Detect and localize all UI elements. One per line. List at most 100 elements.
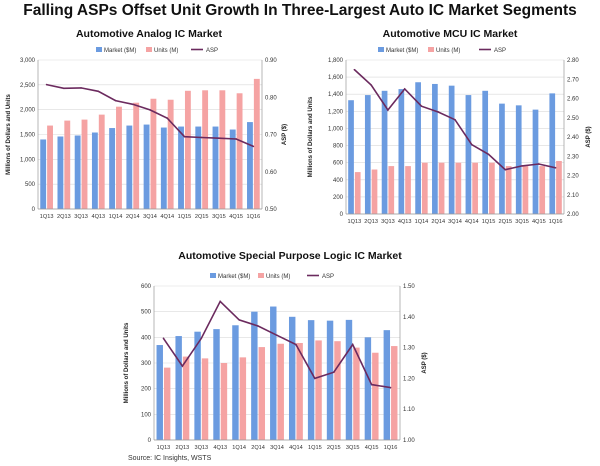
- spl-asp-point-9: [332, 371, 335, 374]
- mcu-y2-tick-6: 2.60: [567, 97, 579, 103]
- mcu-bar-units-10: [522, 166, 529, 214]
- spl-x-tick-7: 4Q14: [289, 445, 303, 451]
- spl-bar-units-2: [201, 358, 209, 440]
- analog-x-tick-1: 2Q13: [57, 214, 71, 220]
- spl-legend-swatch-1: [258, 273, 264, 278]
- mcu-bar-units-2: [388, 166, 395, 214]
- analog-asp-point-3: [97, 90, 100, 93]
- analog-bar-market-1: [57, 136, 64, 209]
- analog-x-tick-12: 1Q16: [247, 214, 261, 220]
- spl-asp-point-7: [295, 343, 297, 346]
- mcu-bar-market-7: [465, 95, 472, 214]
- spl-bar-market-0: [156, 345, 163, 440]
- mcu-legend-swatch-0: [378, 47, 384, 52]
- analog-bar-units-0: [47, 125, 53, 209]
- spl-bar-market-3: [213, 329, 220, 440]
- analog-bar-units-12: [253, 78, 260, 209]
- mcu-y2-axis-label: ASP ($): [586, 126, 592, 147]
- analog-asp-point-8: [183, 135, 186, 138]
- analog-asp-point-9: [200, 136, 203, 139]
- mcu-y2-tick-8: 2.80: [567, 58, 579, 64]
- spl-legend-label-1: Units (M): [266, 274, 290, 280]
- spl-asp-point-8: [314, 377, 316, 380]
- spl-bar-units-4: [239, 357, 247, 440]
- analog-chart-panel: Automotive Analog IC Market Market ($M) Un…: [4, 26, 294, 241]
- spl-bar-units-10: [353, 347, 360, 440]
- spl-bar-market-9: [326, 320, 334, 440]
- spl-x-tick-8: 1Q15: [308, 445, 322, 451]
- mcu-asp-point-5: [437, 111, 440, 113]
- analog-bar-market-9: [195, 126, 202, 209]
- analog-asp-point-10: [218, 137, 220, 140]
- analog-asp-point-7: [166, 117, 169, 119]
- mcu-legend-label-1: Units (M): [436, 48, 460, 54]
- mcu-y2-tick-7: 2.70: [567, 77, 579, 83]
- analog-asp-point-2: [80, 87, 82, 89]
- spl-asp-point-5: [257, 325, 259, 327]
- mcu-bar-units-9: [505, 166, 512, 214]
- mcu-y-tick-8: 1,600: [328, 75, 344, 81]
- spl-asp-point-12: [389, 386, 392, 389]
- analog-bar-units-11: [236, 93, 243, 209]
- mcu-x-tick-11: 4Q15: [532, 219, 546, 225]
- analog-legend-label-1: Units (M): [154, 48, 178, 54]
- mcu-asp-point-12: [554, 167, 557, 169]
- mcu-asp-point-2: [387, 109, 389, 111]
- special-purpose-logic-chart-panel: Automotive Special Purpose Logic IC Mark…: [120, 248, 460, 456]
- analog-x-tick-7: 4Q14: [160, 214, 174, 220]
- spl-y2-tick-3: 1.30: [403, 346, 415, 352]
- analog-x-tick-10: 3Q15: [212, 214, 226, 220]
- analog-y2-tick-4: 0.90: [265, 58, 277, 64]
- mcu-bar-units-1: [371, 169, 378, 214]
- mcu-legend-label-0: Market ($M): [386, 48, 418, 54]
- analog-bar-market-10: [212, 126, 219, 209]
- analog-chart: Automotive Analog IC Market Market ($M) Un…: [6, 28, 288, 220]
- mcu-x-tick-8: 1Q15: [482, 219, 496, 225]
- mcu-x-tick-9: 2Q15: [498, 219, 512, 225]
- mcu-legend-label-2: ASP: [494, 48, 506, 54]
- mcu-x-tick-5: 2Q14: [431, 219, 445, 225]
- mcu-bar-market-9: [499, 103, 505, 214]
- analog-bar-market-11: [229, 129, 236, 209]
- spl-legend-swatch-0: [210, 273, 216, 278]
- analog-y-tick-5: 2,500: [20, 83, 36, 89]
- mcu-x-tick-7: 4Q14: [465, 219, 479, 225]
- mcu-asp-point-10: [521, 165, 523, 167]
- spl-bar-market-2: [194, 331, 201, 440]
- mcu-bar-market-12: [549, 93, 556, 214]
- mcu-asp-point-6: [454, 118, 456, 121]
- spl-bar-units-1: [182, 356, 190, 440]
- spl-y-tick-2: 200: [141, 387, 152, 393]
- mcu-y-tick-9: 1,800: [328, 58, 344, 64]
- spl-legend-label-0: Market ($M): [218, 274, 250, 280]
- mcu-y-tick-6: 1,200: [328, 109, 344, 115]
- spl-asp-point-11: [370, 383, 373, 386]
- mcu-bar-market-3: [398, 89, 405, 214]
- spl-x-tick-6: 3Q14: [270, 445, 284, 451]
- analog-y2-tick-3: 0.80: [265, 95, 277, 101]
- mcu-x-tick-3: 4Q13: [398, 219, 412, 225]
- spl-bar-market-7: [288, 316, 296, 440]
- mcu-y-tick-4: 800: [333, 144, 344, 150]
- analog-y2-tick-0: 0.50: [265, 207, 277, 213]
- spl-x-tick-0: 1Q13: [157, 445, 171, 451]
- analog-y2-tick-1: 0.60: [265, 170, 277, 176]
- analog-bar-units-4: [116, 106, 122, 209]
- mcu-asp-point-11: [538, 163, 540, 165]
- mcu-y-tick-0: 0: [340, 212, 344, 218]
- mcu-y-tick-1: 200: [333, 195, 344, 201]
- spl-bar-units-9: [334, 341, 341, 440]
- mcu-bar-market-10: [515, 105, 522, 214]
- analog-x-tick-6: 3Q14: [143, 214, 157, 220]
- mcu-y-axis-label: Millions of Dollars and Units: [308, 96, 314, 177]
- spl-y2-tick-4: 1.40: [403, 315, 415, 321]
- spl-asp-point-1: [181, 365, 184, 367]
- analog-y-tick-2: 1,000: [20, 157, 36, 163]
- mcu-bar-market-6: [448, 85, 455, 214]
- spl-bar-units-8: [315, 340, 322, 440]
- analog-asp-point-5: [131, 103, 134, 106]
- mcu-bar-market-0: [348, 100, 354, 214]
- mcu-bar-units-5: [438, 162, 445, 214]
- mcu-chart: Automotive MCU IC Market Market ($M) Units…: [308, 28, 592, 225]
- analog-y-tick-0: 0: [32, 207, 36, 213]
